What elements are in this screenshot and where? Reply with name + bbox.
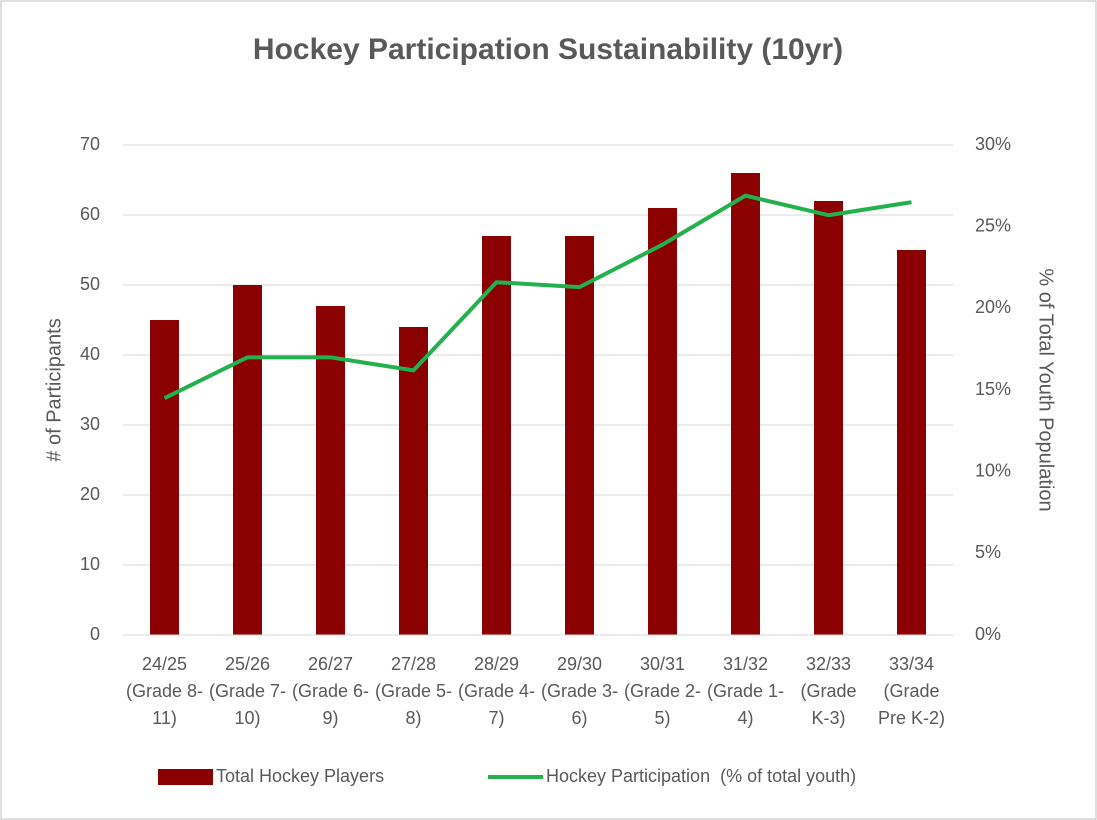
y-axis-label: # of Participants <box>43 318 65 461</box>
y-tick-label: 30 <box>80 414 100 434</box>
y2-tick-label: 0% <box>975 624 1001 644</box>
y2-tick-label: 30% <box>975 134 1011 154</box>
y-tick-label: 50 <box>80 274 100 294</box>
x-tick-label: 26/27 (Grade 6-9) <box>291 654 370 728</box>
x-tick-label: 30/31 (Grade 2-5) <box>623 654 702 728</box>
x-tick-label: 33/34 (Grade Pre K-2) <box>877 654 946 728</box>
bar <box>814 201 843 635</box>
legend-label: Hockey Participation (% of total youth) <box>546 766 856 786</box>
y2-tick-label: 5% <box>975 542 1001 562</box>
bar <box>233 285 262 635</box>
y2-axis-label: % of Total Youth Population <box>1035 268 1057 511</box>
y2-tick-label: 25% <box>975 215 1011 235</box>
y-tick-label: 60 <box>80 204 100 224</box>
x-tick-label: 24/25 (Grade 8-11) <box>125 654 204 728</box>
y2-tick-label: 10% <box>975 460 1011 480</box>
chart-title: Hockey Participation Sustainability (10y… <box>252 33 844 66</box>
bar <box>565 236 594 635</box>
line <box>163 193 912 400</box>
x-tick-label: 31/32 (Grade 1-4) <box>706 654 785 728</box>
y-tick-label: 10 <box>80 554 100 574</box>
y-tick-label: 0 <box>90 624 100 644</box>
y-tick-label: 40 <box>80 344 100 364</box>
legend-label: Total Hockey Players <box>216 766 384 786</box>
y-tick-label: 70 <box>80 134 100 154</box>
bar <box>731 173 760 635</box>
bar <box>897 250 926 635</box>
y-tick-label: 20 <box>80 484 100 504</box>
bar <box>399 327 428 635</box>
legend-swatch <box>158 769 213 785</box>
x-tick-label: 25/26 (Grade 7-10) <box>208 654 287 728</box>
x-tick-label: 29/30 (Grade 3-6) <box>540 654 619 728</box>
y2-tick-label: 15% <box>975 379 1011 399</box>
bar <box>482 236 511 635</box>
bar <box>648 208 677 635</box>
x-tick-label: 28/29 (Grade 4-7) <box>457 654 536 728</box>
x-tick-label: 32/33 (Grade K-3) <box>800 654 857 728</box>
bar <box>150 320 179 635</box>
x-tick-label: 27/28 (Grade 5-8) <box>374 654 453 728</box>
y2-tick-label: 20% <box>975 297 1011 317</box>
